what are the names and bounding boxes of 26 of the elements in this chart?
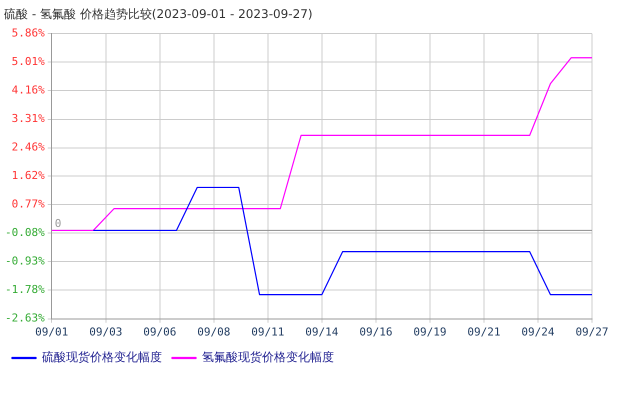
y-tick-label: 5.86% [12,26,46,40]
x-tick-label: 09/27 [575,325,609,338]
ref-line-label: 0 [54,216,62,230]
y-tick-label: 0.77% [12,197,46,210]
x-tick-label: 09/01 [35,325,68,338]
x-tick-label: 09/08 [197,325,230,338]
x-tick-label: 09/03 [89,325,122,338]
y-tick-label: 3.31% [12,112,46,126]
x-tick-label: 09/24 [521,325,555,338]
x-tick-label: 09/16 [359,325,392,338]
x-tick-label: 09/11 [251,325,284,338]
x-tick-label: 09/06 [143,325,176,338]
y-tick-label: 2.46% [12,140,46,154]
y-tick-label: -0.08% [4,226,46,239]
y-tick-label: -1.78% [4,283,46,296]
y-tick-label: 4.16% [12,84,46,97]
x-tick-label: 09/19 [413,325,446,338]
x-tick-label: 09/14 [305,325,339,338]
y-tick-label: -0.93% [4,254,46,268]
y-tick-label: -2.63% [4,312,46,325]
legend-label: 硫酸现货价格变化幅度 [42,350,162,364]
legend-label: 氢氟酸现货价格变化幅度 [202,350,334,364]
chart-title: 硫酸 - 氢氟酸 价格趋势比较(2023-09-01 - 2023-09-27) [4,6,313,23]
y-tick-label: 1.62% [12,168,46,182]
y-tick-label: 5.01% [12,55,46,68]
x-tick-label: 09/21 [467,325,501,338]
